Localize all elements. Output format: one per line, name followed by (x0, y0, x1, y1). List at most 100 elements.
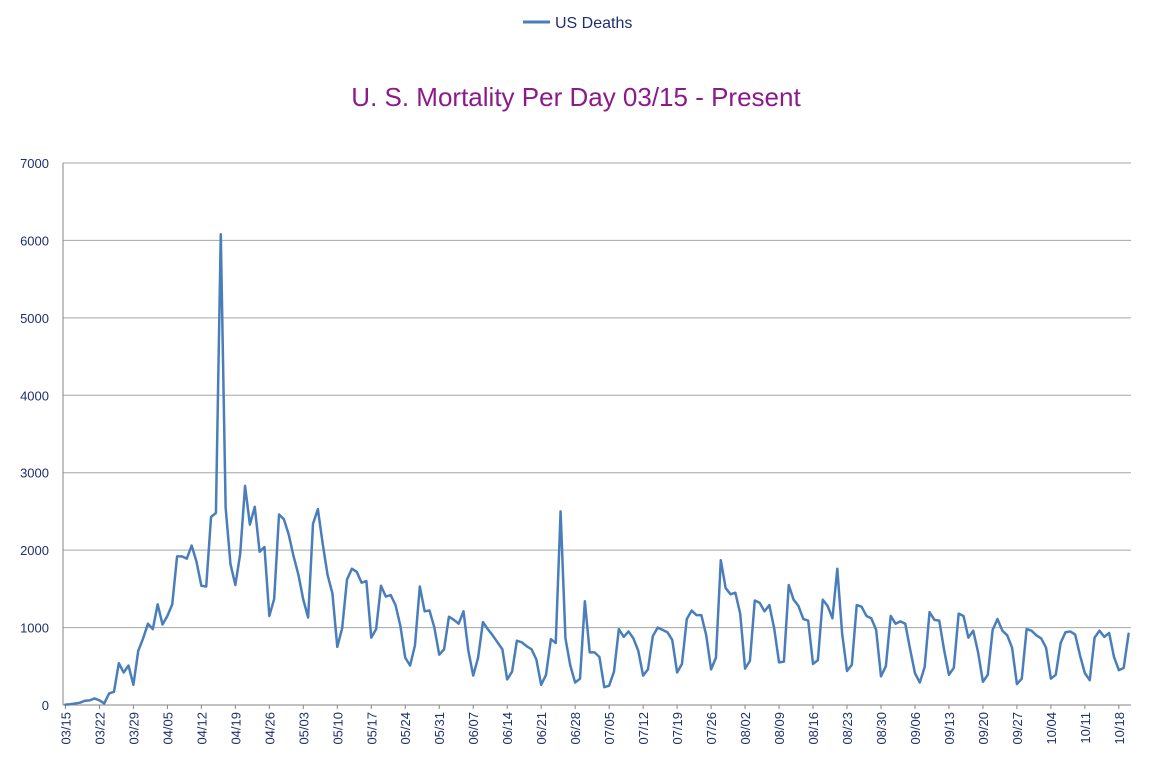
data-point (229, 563, 231, 565)
data-point (176, 555, 178, 557)
data-point (108, 692, 110, 694)
data-point (448, 616, 450, 618)
data-point (84, 700, 86, 702)
data-point (268, 615, 270, 617)
data-point (472, 674, 474, 676)
x-tick-label-04-12: 04/12 (194, 712, 209, 745)
data-point (603, 686, 605, 688)
y-tick-label-5000: 5000 (20, 311, 49, 326)
data-point (797, 605, 799, 607)
data-point (1064, 631, 1066, 633)
data-point (132, 684, 134, 686)
data-point (559, 510, 561, 512)
data-point (637, 650, 639, 652)
x-tick-label-03-22: 03/22 (92, 712, 107, 745)
data-point (477, 657, 479, 659)
data-point (433, 626, 435, 628)
data-point (982, 681, 984, 683)
data-point (297, 574, 299, 576)
data-point (79, 701, 81, 703)
data-point (1098, 629, 1100, 631)
data-point (860, 605, 862, 607)
data-point (1021, 677, 1023, 679)
data-point (880, 675, 882, 677)
data-point (244, 485, 246, 487)
data-point (894, 623, 896, 625)
data-point (1011, 647, 1013, 649)
data-point (690, 609, 692, 611)
data-point (875, 629, 877, 631)
data-point (890, 615, 892, 617)
data-point (1127, 633, 1129, 635)
data-point (846, 670, 848, 672)
data-point (962, 615, 964, 617)
data-point (278, 513, 280, 515)
chart-title: U. S. Mortality Per Day 03/15 - Present (351, 82, 801, 112)
data-point (457, 623, 459, 625)
data-point (967, 636, 969, 638)
data-point (404, 657, 406, 659)
data-point (1093, 636, 1095, 638)
data-point (1059, 642, 1061, 644)
data-point (710, 668, 712, 670)
data-point (700, 614, 702, 616)
data-point (205, 585, 207, 587)
data-point (1050, 677, 1052, 679)
data-point (122, 671, 124, 673)
data-point (632, 637, 634, 639)
data-point (360, 581, 362, 583)
data-point (627, 630, 629, 632)
data-point (1108, 632, 1110, 634)
data-point (356, 571, 358, 573)
data-point (1001, 629, 1003, 631)
data-point (579, 677, 581, 679)
data-point (729, 593, 731, 595)
data-point (1006, 634, 1008, 636)
y-tick-label-1000: 1000 (20, 621, 49, 636)
data-point (589, 651, 591, 653)
x-tick-label-08-16: 08/16 (806, 712, 821, 745)
data-point (608, 684, 610, 686)
data-point (792, 599, 794, 601)
data-point (341, 627, 343, 629)
data-point (749, 660, 751, 662)
x-tick-label-10-18: 10/18 (1112, 712, 1127, 745)
data-point (1118, 669, 1120, 671)
data-point (865, 615, 867, 617)
data-point (1123, 667, 1125, 669)
x-tick-label-07-26: 07/26 (704, 712, 719, 745)
data-point (705, 634, 707, 636)
data-point (695, 614, 697, 616)
data-point (336, 646, 338, 648)
x-tick-label-06-21: 06/21 (534, 712, 549, 745)
data-point (1025, 628, 1027, 630)
data-point (919, 681, 921, 683)
data-point (1084, 672, 1086, 674)
x-tick-label-07-19: 07/19 (670, 712, 685, 745)
x-tick-label-05-31: 05/31 (432, 712, 447, 745)
data-point (394, 604, 396, 606)
data-point (788, 584, 790, 586)
data-point (938, 619, 940, 621)
data-point (1113, 656, 1115, 658)
y-tick-label-4000: 4000 (20, 388, 49, 403)
data-point (292, 555, 294, 557)
data-point (681, 663, 683, 665)
x-tick-label-05-03: 05/03 (296, 712, 311, 745)
data-point (802, 618, 804, 620)
data-point (1035, 634, 1037, 636)
data-point (142, 637, 144, 639)
data-point (103, 702, 105, 704)
data-point (817, 659, 819, 661)
series-line-us-deaths (64, 232, 1130, 706)
data-point (991, 629, 993, 631)
data-point (598, 656, 600, 658)
data-point (831, 617, 833, 619)
x-tick-label-03-15: 03/15 (58, 712, 73, 745)
x-tick-label-08-23: 08/23 (840, 712, 855, 745)
data-point (467, 650, 469, 652)
data-point (389, 594, 391, 596)
data-point (443, 648, 445, 650)
data-point (127, 664, 129, 666)
data-point (93, 697, 95, 699)
